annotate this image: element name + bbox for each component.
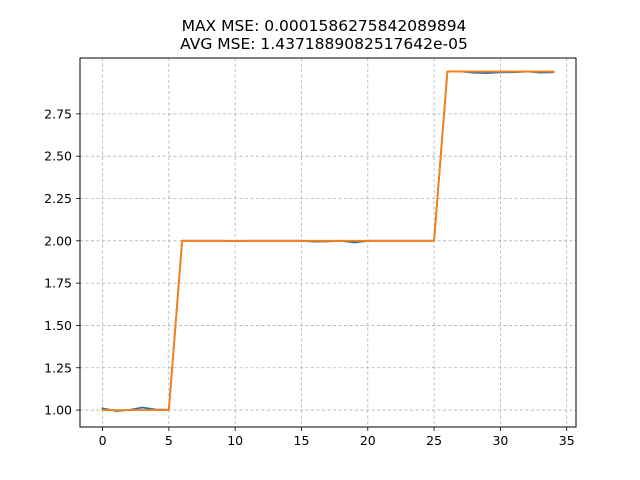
- axis-ticks: 0 5 10 15 20 25 30 35 1.00 1.25 1.50 1.75 2.00 2.25 2.…: [44, 106, 575, 448]
- y-tick-label: 1.00: [44, 403, 72, 418]
- y-tick-label: 2.50: [44, 149, 72, 164]
- x-tick-label: 15: [294, 433, 310, 448]
- y-tick-label: 1.50: [44, 318, 72, 333]
- plot-area-frame: [79, 57, 577, 428]
- series-lines: [101, 70, 555, 412]
- chart-subtitle: AVG MSE: 1.4371889082517642e-05: [180, 35, 468, 53]
- x-tick-label: 0: [99, 433, 107, 448]
- y-tick-label: 2.75: [44, 106, 72, 121]
- x-tick-label: 20: [360, 433, 376, 448]
- x-tick-label: 25: [426, 433, 442, 448]
- chart-title: MAX MSE: 0.0001586275842089894: [182, 17, 467, 35]
- x-tick-label: 30: [492, 433, 508, 448]
- series-line-2: [101, 70, 555, 411]
- y-tick-label: 2.25: [44, 191, 72, 206]
- x-tick-label: 35: [559, 433, 575, 448]
- x-tick-label: 5: [165, 433, 173, 448]
- x-tick-label: 10: [227, 433, 243, 448]
- y-tick-label: 2.00: [44, 233, 72, 248]
- y-tick-label: 1.25: [44, 360, 72, 375]
- y-tick-label: 1.75: [44, 276, 72, 291]
